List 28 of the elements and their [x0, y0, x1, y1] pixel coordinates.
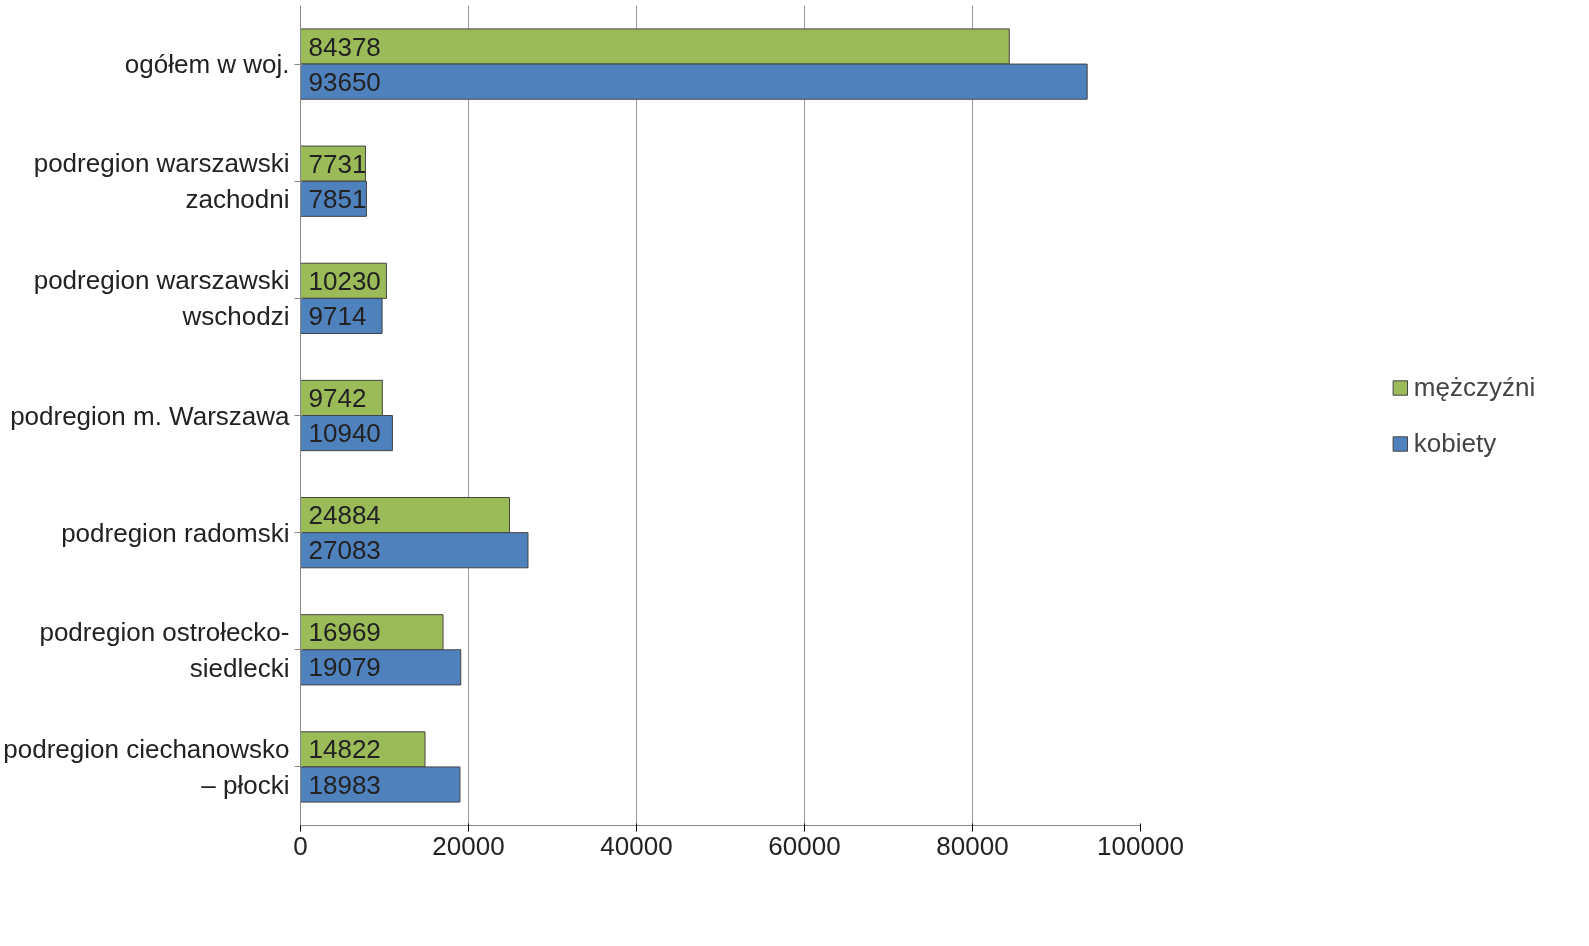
data-label: 19079: [308, 652, 381, 683]
data-label: 16969: [308, 617, 381, 648]
data-label: 9714: [308, 300, 367, 331]
y-tick-label: podregion ciechanowsko – płocki: [3, 733, 290, 800]
data-label: 10940: [308, 418, 381, 449]
data-label: 7851: [308, 183, 367, 214]
x-tick-label: 100000: [1097, 830, 1184, 861]
x-tick-label: 60000: [768, 830, 841, 861]
data-label: 9742: [308, 382, 367, 413]
data-label: 10230: [308, 265, 381, 296]
y-tick-label: podregion m. Warszawa: [10, 400, 291, 431]
x-tick-label: 0: [293, 830, 308, 861]
legend-label: kobiety: [1413, 427, 1497, 459]
data-label: 93650: [308, 66, 381, 97]
data-label: 84378: [308, 31, 381, 62]
legend-label: mężczyźni: [1413, 371, 1536, 403]
data-label: 18983: [308, 769, 381, 800]
y-tick-label: podregion radomski: [61, 517, 290, 548]
y-tick-label: podregion warszawski wschodzi: [33, 265, 290, 332]
y-tick-label: ogółem w woj.: [124, 49, 290, 80]
y-tick-label: podregion warszawski zachodni: [33, 148, 290, 215]
x-tick-label: 80000: [936, 830, 1009, 861]
y-tick-label: podregion ostrołecko-siedlecki: [39, 616, 290, 683]
data-label: 24884: [308, 500, 381, 531]
data-label: 14822: [308, 734, 381, 765]
x-tick-label: 20000: [432, 830, 505, 861]
x-tick-label: 40000: [600, 830, 673, 861]
data-label: 27083: [308, 535, 381, 566]
